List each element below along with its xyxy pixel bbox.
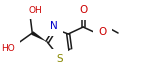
Text: HO: HO <box>1 44 15 53</box>
Text: O: O <box>98 27 106 37</box>
Text: O: O <box>79 5 87 15</box>
Text: N: N <box>50 21 58 31</box>
Text: S: S <box>56 54 62 64</box>
Polygon shape <box>31 31 47 42</box>
Text: OH: OH <box>28 6 42 15</box>
